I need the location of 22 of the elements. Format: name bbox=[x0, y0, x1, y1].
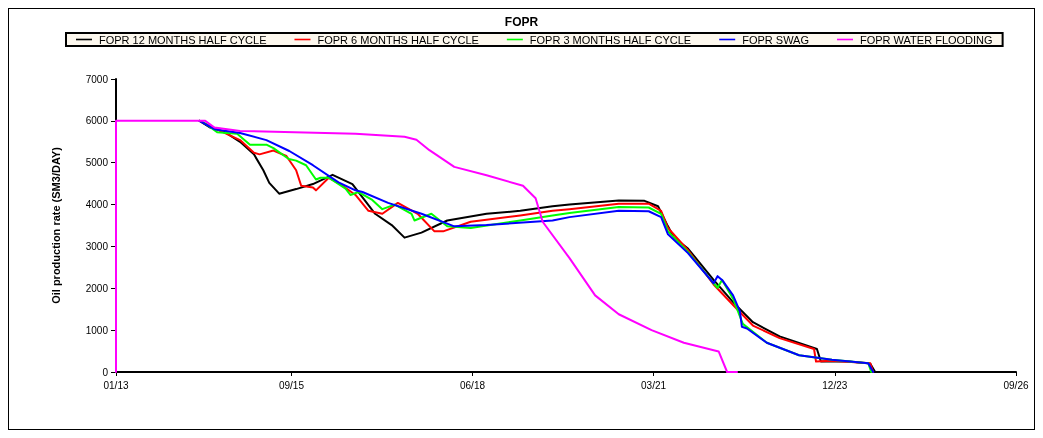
legend-label: FOPR 3 MONTHS HALF CYCLE bbox=[529, 33, 692, 46]
y-tick-label: 0 bbox=[102, 366, 109, 378]
x-tick-label: 09/15 bbox=[278, 379, 305, 391]
legend-label: FOPR 6 MONTHS HALF CYCLE bbox=[317, 33, 479, 46]
y-tick-label: 2000 bbox=[85, 282, 109, 294]
x-tick-label: 09/26 bbox=[1003, 379, 1029, 391]
line-series bbox=[115, 119, 739, 373]
legend-label: FOPR SWAG bbox=[742, 33, 810, 46]
x-tick-label: 12/23 bbox=[822, 379, 848, 391]
x-tick-label: 06/18 bbox=[459, 379, 486, 391]
y-tick-label: 4000 bbox=[85, 199, 109, 211]
y-tick-label: 7000 bbox=[85, 73, 109, 85]
x-tick-label: 03/21 bbox=[641, 379, 667, 391]
y-tick-label: 3000 bbox=[85, 240, 109, 252]
chart-title: FOPR bbox=[504, 15, 539, 29]
x-tick-label: 01/13 bbox=[103, 379, 129, 391]
y-tick-label: 6000 bbox=[85, 115, 109, 127]
legend-label: FOPR WATER FLOODING bbox=[860, 33, 993, 46]
y-axis-title: Oil production rate (SM3/DAY) bbox=[49, 146, 62, 304]
y-tick-label: 5000 bbox=[85, 157, 109, 169]
legend-label: FOPR 12 MONTHS HALF CYCLE bbox=[99, 33, 267, 46]
y-tick-label: 1000 bbox=[85, 324, 109, 336]
